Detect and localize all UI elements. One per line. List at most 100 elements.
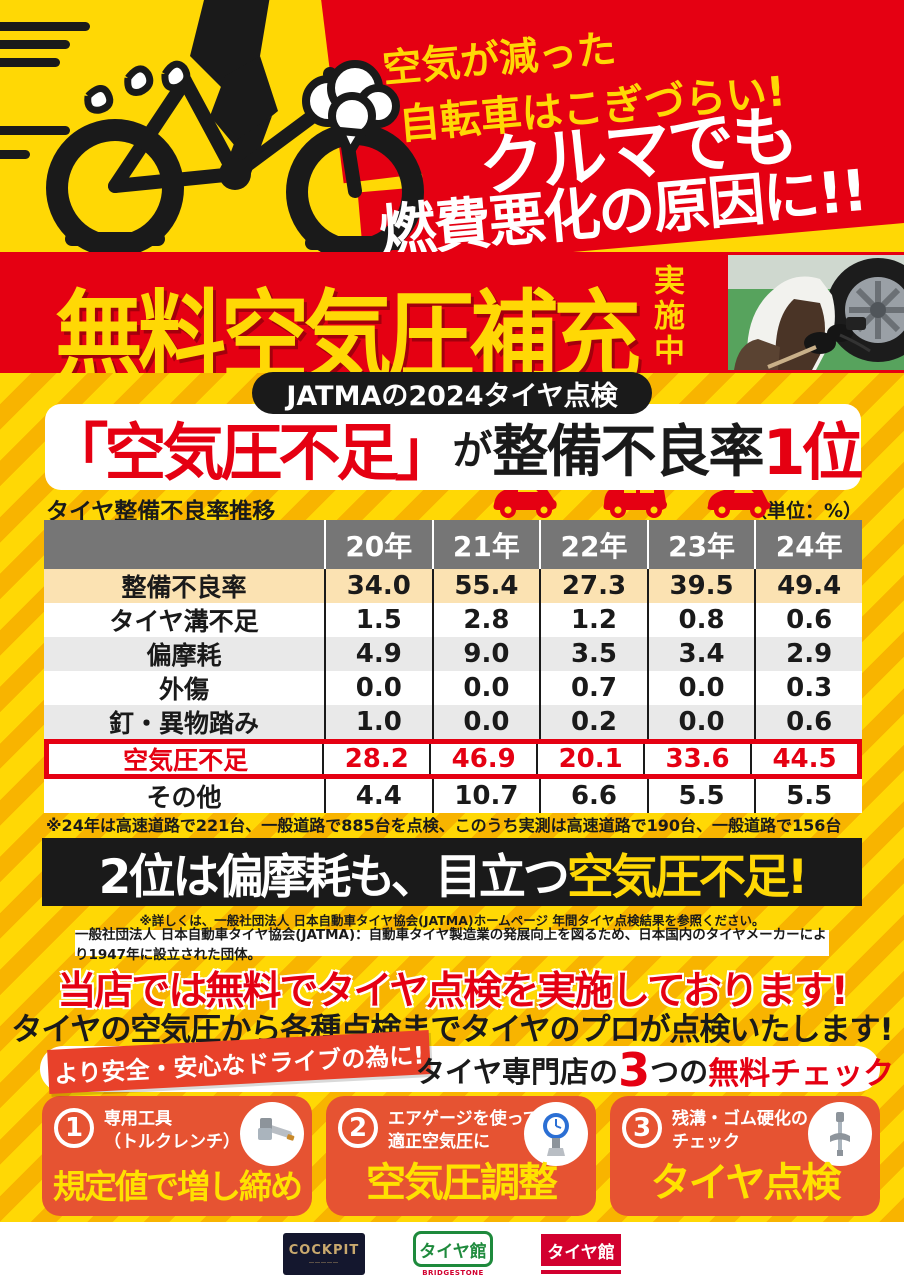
cell: 9.0 xyxy=(431,637,540,671)
speed-line xyxy=(0,150,30,159)
cell: 0.0 xyxy=(431,705,540,739)
check-desc-line: 適正空気圧に xyxy=(388,1131,490,1152)
row-label: その他 xyxy=(146,783,222,812)
table-unit-label: （単位：%） xyxy=(747,500,862,522)
tirekan-red-logo-text: タイヤ館 xyxy=(541,1234,621,1266)
row-label: タイヤ溝不足 xyxy=(109,607,259,636)
cell: 5.5 xyxy=(646,779,755,813)
table-row: 偏摩耗 4.9 9.0 3.5 3.4 2.9 xyxy=(44,637,862,671)
steam-cloud-icon xyxy=(302,60,400,162)
air-pressure-highlight-row: 空気圧不足 28.2 46.9 20.1 33.6 44.5 xyxy=(44,739,862,779)
cell: 0.3 xyxy=(754,671,862,705)
check-desc-line: （トルクレンチ）で xyxy=(104,1131,257,1152)
cell: 4.9 xyxy=(324,637,432,671)
row-label: 外傷 xyxy=(158,675,209,704)
header-year: 22年 xyxy=(539,520,647,569)
air-gauge-icon xyxy=(524,1102,588,1166)
headline-rank1: 1位 xyxy=(762,416,863,489)
row-label: 整備不良率 xyxy=(121,573,247,602)
header-year: 20年 xyxy=(324,520,432,569)
check-desc-line: エアゲージを使って xyxy=(388,1109,540,1129)
cell: 46.9 xyxy=(429,744,536,774)
tirekan-red-logo: タイヤ館 xyxy=(541,1234,621,1274)
cell: 2.9 xyxy=(754,637,862,671)
table-row: その他 4.4 10.7 6.6 5.5 5.5 xyxy=(44,779,862,813)
cell: 0.6 xyxy=(754,705,862,739)
table-row: タイヤ溝不足 1.5 2.8 1.2 0.8 0.6 xyxy=(44,603,862,637)
torque-wrench-icon xyxy=(240,1102,304,1166)
three-checks-title: タイヤ専門店の 3 つの 無料チェック xyxy=(416,1047,894,1093)
cell: 27.3 xyxy=(539,569,647,603)
cell: 2.8 xyxy=(431,603,540,637)
cell: 0.0 xyxy=(324,671,432,705)
cell: 0.0 xyxy=(646,705,755,739)
title-pre: タイヤ専門店の xyxy=(415,1055,619,1089)
check-description: 残溝・ゴム硬化の チェック xyxy=(672,1108,808,1154)
tirekan-green-logo: タイヤ館 BRIDGESTONE xyxy=(413,1231,493,1277)
cell: 0.6 xyxy=(754,603,862,637)
check-number-badge: 3 xyxy=(622,1108,662,1148)
bar-text-yellow: 空気圧不足! xyxy=(566,849,808,905)
speed-line xyxy=(0,40,70,49)
cockpit-logo-subtext: ――――― xyxy=(309,1259,339,1266)
check-title-text: 空気圧調整 xyxy=(366,1160,558,1206)
cell: 28.2 xyxy=(322,744,429,774)
speed-line xyxy=(0,126,70,135)
headline-maintenance: 整備不良率 xyxy=(492,419,764,485)
flat-tire-bicycle-illustration xyxy=(46,0,424,252)
row-label: 釘・異物踏み xyxy=(108,709,259,738)
tire-service-photo xyxy=(728,255,904,370)
bar-text-white: 2位は偏摩耗も、目立つ xyxy=(98,849,570,905)
check-number-badge: 2 xyxy=(338,1108,378,1148)
hero-section: 空気が減った 自転車はこぎづらい! クルマでも 燃費悪化の原因に!! xyxy=(0,0,904,252)
cell: 0.7 xyxy=(539,671,647,705)
cell: 55.4 xyxy=(431,569,540,603)
cell: 0.2 xyxy=(539,705,647,739)
header-year: 24年 xyxy=(754,520,862,569)
cell: 0.8 xyxy=(646,603,755,637)
table-row: 釘・異物踏み 1.0 0.0 0.2 0.0 0.6 xyxy=(44,705,862,739)
rank-headline: 「空気圧不足」が整備不良率 1位 xyxy=(45,404,864,490)
cell: 34.0 xyxy=(324,569,432,603)
free-air-banner: 無料空気圧補充 実施中 xyxy=(0,252,904,395)
cell: 20.1 xyxy=(536,744,643,774)
cell: 10.7 xyxy=(431,779,540,813)
cell: 3.4 xyxy=(646,637,755,671)
banner-vertical-badge: 実施中 xyxy=(648,264,684,369)
check-title-text: タイヤ点検 xyxy=(650,1160,842,1206)
check-number-badge: 1 xyxy=(54,1108,94,1148)
check-box-3: 3 残溝・ゴム硬化の チェック タイヤ点検 xyxy=(610,1096,880,1216)
speed-line xyxy=(0,58,60,67)
bridgestone-logo-text: BRIDGESTONE xyxy=(422,1269,484,1277)
cell: 49.4 xyxy=(754,569,862,603)
title-mid: つの xyxy=(650,1055,709,1089)
check-box-2: 2 エアゲージを使って 適正空気圧に 空気圧調整 xyxy=(326,1096,596,1216)
tread-gauge-icon xyxy=(808,1102,872,1166)
check-desc-line: 専用工具 xyxy=(104,1109,172,1129)
cell: 1.2 xyxy=(539,603,647,637)
cell: 3.5 xyxy=(539,637,647,671)
headline-ga: が xyxy=(452,428,493,474)
cell: 1.0 xyxy=(324,705,432,739)
jatma-2024-badge: JATMAの2024タイヤ点検 xyxy=(252,372,652,414)
failure-rate-table: 20年 21年 22年 23年 24年 整備不良率 34.0 55.4 27.3… xyxy=(44,520,862,813)
footer-logo-strip: COCKPIT ――――― タイヤ館 BRIDGESTONE タイヤ館 xyxy=(0,1222,904,1286)
check-description: エアゲージを使って 適正空気圧に xyxy=(388,1108,540,1154)
shop-headline-black: タイヤの空気圧から各種点検までタイヤのプロが点検いたします! xyxy=(11,1012,893,1048)
check-box-1: 1 専用工具 （トルクレンチ）で 規定値で増し締め xyxy=(42,1096,312,1216)
table-header-row: 20年 21年 22年 23年 24年 xyxy=(44,520,862,569)
cell: 6.6 xyxy=(539,779,647,813)
tirekan-green-logo-text: タイヤ館 xyxy=(413,1231,493,1267)
cockpit-logo: COCKPIT ――――― xyxy=(283,1233,365,1275)
speed-line xyxy=(0,22,90,31)
second-place-bar: 2位は偏摩耗も、目立つ 空気圧不足! xyxy=(42,838,862,906)
header-year: 21年 xyxy=(431,520,540,569)
headline-air-shortage: 「空気圧不足」 xyxy=(46,416,456,489)
cell: 0.0 xyxy=(431,671,540,705)
tirekan-red-logo-stripe xyxy=(541,1268,621,1274)
cell: 33.6 xyxy=(643,744,750,774)
header-empty xyxy=(44,520,324,569)
table-row: 整備不良率 34.0 55.4 27.3 39.5 49.4 xyxy=(44,569,862,603)
cockpit-logo-text: COCKPIT xyxy=(288,1242,360,1258)
